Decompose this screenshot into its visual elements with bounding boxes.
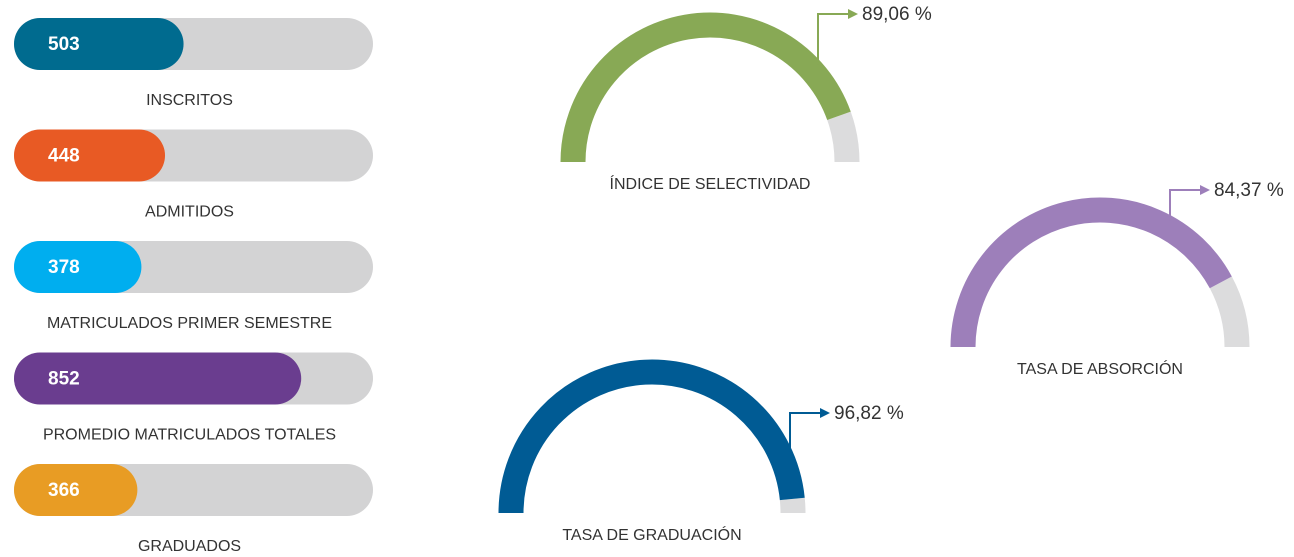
bar [14, 129, 166, 182]
bar [14, 241, 142, 293]
callout-line [1169, 189, 1202, 221]
gauge-track [827, 111, 860, 163]
gauge-title: TASA DE ABSORCIÓN [1017, 359, 1183, 378]
bar-value: 852 [48, 369, 80, 390]
gauge-title: ÍNDICE DE SELECTIVIDAD [610, 174, 811, 193]
bar-label: PROMEDIO MATRICULADOS TOTALES [43, 427, 336, 444]
callout-line [817, 13, 850, 65]
gauge-value: 96,82 % [834, 403, 904, 424]
gauge-fill [950, 197, 1232, 348]
gauge-fill [498, 359, 805, 514]
bar [14, 464, 138, 516]
bar-value: 503 [48, 34, 80, 55]
gauge-value: 84,37 % [1214, 180, 1284, 201]
bar-value: 448 [48, 146, 80, 167]
gauge-track [1209, 276, 1250, 348]
gauge-fill [560, 12, 851, 163]
bar-value: 366 [48, 480, 80, 501]
bar-value: 378 [48, 257, 80, 278]
callout-line [789, 412, 822, 452]
bar-label: GRADUADOS [138, 538, 241, 555]
bar-label: ADMITIDOS [145, 204, 234, 221]
bar-label: INSCRITOS [146, 92, 233, 109]
bar [14, 352, 302, 405]
gauge-title: TASA DE GRADUACIÓN [562, 525, 741, 544]
bar-label: MATRICULADOS PRIMER SEMESTRE [47, 315, 332, 332]
bar [14, 18, 184, 70]
callout-arrow [848, 9, 858, 19]
gauge-value: 89,06 % [862, 4, 932, 25]
gauge-track [779, 497, 806, 514]
callout-arrow [1200, 185, 1210, 195]
callout-arrow [820, 408, 830, 418]
